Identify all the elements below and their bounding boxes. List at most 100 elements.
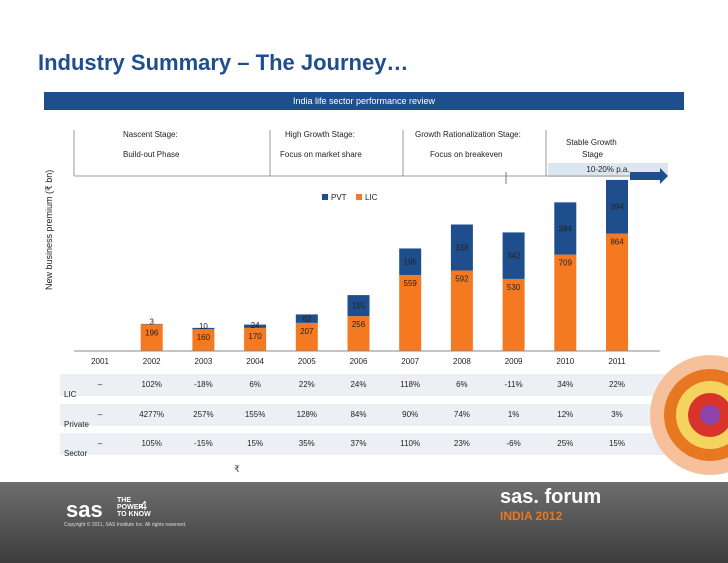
table-cell: 24% xyxy=(350,380,367,389)
data-label-pvt: 62 xyxy=(302,315,311,324)
legend-lic-label: LIC xyxy=(365,193,378,202)
stage-2-sub: Focus on market share xyxy=(280,150,362,159)
table-cell: – xyxy=(97,410,103,419)
table-cell: -11% xyxy=(504,380,523,389)
stage-dividers xyxy=(73,130,660,184)
stage-1-sub: Build-out Phase xyxy=(123,150,180,159)
stage-2-name: High Growth Stage: xyxy=(285,130,355,139)
data-label-pvt: 342 xyxy=(507,252,521,261)
x-tick-label: 2002 xyxy=(143,357,161,366)
x-tick-label: 2001 xyxy=(91,357,109,366)
table-cell: -18% xyxy=(194,380,213,389)
data-label-lic: 709 xyxy=(559,259,573,268)
table-cell: – xyxy=(97,439,103,448)
table-row xyxy=(60,374,710,396)
data-label-lic: 592 xyxy=(455,274,469,283)
table-cell: 12% xyxy=(557,410,574,419)
bar-lic xyxy=(606,233,628,351)
table-row-label: LIC xyxy=(64,390,77,399)
x-tick-label: 2006 xyxy=(350,357,368,366)
table-cell: 6% xyxy=(456,380,468,389)
data-label-pvt: 10 xyxy=(199,322,208,331)
table-cell: – xyxy=(97,380,103,389)
bar-pvt xyxy=(450,224,473,271)
table-cell: 128% xyxy=(296,410,318,419)
bar-lic xyxy=(554,254,577,351)
x-tick-label: 2004 xyxy=(246,357,264,366)
stage-4-sub: Stage xyxy=(582,150,603,159)
power-line-1: THE xyxy=(117,497,131,504)
stage-3-sub: Focus on breakeven xyxy=(430,150,503,159)
data-label-pvt: 3 xyxy=(149,317,154,326)
power-to-know: THE POWER TO KNOW xyxy=(117,497,151,518)
sas-logo: sas xyxy=(66,497,103,522)
power-line-3: TO KNOW xyxy=(117,511,151,518)
data-label-lic: 207 xyxy=(300,327,314,336)
table-cell: 3% xyxy=(611,410,623,419)
table-cell: 84% xyxy=(350,410,367,419)
bar-pvt xyxy=(295,314,318,323)
footer xyxy=(0,482,728,563)
table-cell: 15% xyxy=(608,439,625,448)
x-tick-label: 2003 xyxy=(195,357,213,366)
data-label-lic: 864 xyxy=(610,237,624,246)
data-label-lic: 256 xyxy=(352,320,366,329)
table-row-label: Private xyxy=(64,420,89,429)
stage-4-name: Stable Growth xyxy=(566,138,617,147)
legend-pvt-label: PVT xyxy=(331,193,347,202)
table-cell: 102% xyxy=(141,380,162,389)
rupee-symbol: ₹ xyxy=(234,464,240,474)
table-cell: 90% xyxy=(402,410,419,419)
data-label-pvt: 24 xyxy=(251,321,260,330)
table-cell: 118% xyxy=(400,380,421,389)
bar-pvt xyxy=(399,248,422,275)
bar-lic xyxy=(450,270,473,351)
table-cell: -15% xyxy=(194,439,213,448)
table-cell: 34% xyxy=(557,380,574,389)
legend: PVT LIC xyxy=(322,193,378,202)
table-row xyxy=(60,404,710,426)
table-cell: 22% xyxy=(608,380,625,389)
bar-lic xyxy=(347,316,370,351)
bar-pvt xyxy=(502,232,525,279)
bar-pvt xyxy=(347,295,370,317)
x-tick-label: 2008 xyxy=(453,357,471,366)
bar-pvt xyxy=(554,202,577,255)
bar-pvt xyxy=(192,327,215,330)
data-label-pvt: 155 xyxy=(352,302,366,311)
data-label-pvt: 384 xyxy=(559,224,573,233)
bar-lic xyxy=(502,278,525,351)
forum-logo: sas. forum xyxy=(500,486,602,508)
table-cell: 4277% xyxy=(139,410,165,419)
table-cell: 1% xyxy=(507,410,520,419)
table-cell: 155% xyxy=(244,410,266,419)
table-cell: 257% xyxy=(193,410,214,419)
legend-pvt-swatch xyxy=(322,194,328,200)
stage-3-name: Growth Rationalization Stage: xyxy=(415,130,521,139)
data-label-lic: 559 xyxy=(404,279,418,288)
legend-lic-swatch xyxy=(356,194,362,200)
banner: India life sector performance review xyxy=(44,92,684,110)
bar-lic xyxy=(399,274,422,351)
table-row-label: Sector xyxy=(64,449,88,458)
x-tick-label: 2005 xyxy=(298,357,316,366)
bar-lic xyxy=(140,324,163,351)
table-cell: 105% xyxy=(141,439,162,448)
data-label-lic: 160 xyxy=(197,333,211,342)
table-cell: 110% xyxy=(400,439,421,448)
bar-lic xyxy=(295,322,318,351)
bar-pvt xyxy=(244,324,267,328)
decorative-circles-icon xyxy=(650,355,728,475)
table-cell: 74% xyxy=(453,410,470,419)
table-cell: 23% xyxy=(453,439,470,448)
x-tick-label: 2011 xyxy=(608,357,626,366)
power-line-2: POWER xyxy=(117,504,144,511)
data-label-lic: 170 xyxy=(248,332,262,341)
data-label-pvt: 338 xyxy=(455,244,469,253)
x-tick-label: 2007 xyxy=(401,357,419,366)
table-cell: 6% xyxy=(249,380,261,389)
bar-lic xyxy=(192,329,215,351)
data-label-lic: 196 xyxy=(145,328,159,337)
data-label-pvt: 394 xyxy=(610,203,624,212)
bar-pvt xyxy=(606,179,628,234)
